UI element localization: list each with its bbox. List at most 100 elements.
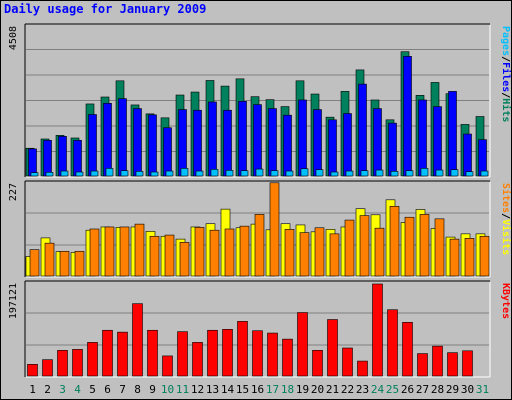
bar-kbytes-kbytes-13 [207, 329, 218, 377]
bar-hits-pages-6 [105, 168, 114, 177]
x-tick-label-4: 4 [74, 383, 81, 396]
legend-item-visits: Visits [500, 219, 512, 255]
x-tick-label-21: 21 [326, 383, 339, 396]
bar-hits-pages-27 [420, 168, 429, 177]
bar-kbytes-kbytes-17 [267, 332, 278, 377]
bar-hits-pages-28 [435, 169, 444, 177]
bar-kbytes-kbytes-30 [462, 350, 473, 377]
bar-hits-files-31 [478, 139, 487, 177]
legend-item-hits: Hits [500, 98, 512, 122]
bar-hits-pages-26 [405, 170, 414, 177]
bar-visits-sites-21 [329, 233, 340, 277]
bar-visits-sites-11 [179, 242, 190, 277]
bar-kbytes-kbytes-12 [192, 342, 203, 377]
x-tick-label-29: 29 [446, 383, 459, 396]
x-tick-label-16: 16 [251, 383, 264, 396]
legend-item-kbytes: KBytes [500, 283, 511, 319]
bar-hits-files-7 [118, 98, 127, 177]
bar-hits-pages-18 [285, 170, 294, 177]
bar-visits-sites-31 [479, 235, 490, 277]
x-tick-label-12: 12 [191, 383, 204, 396]
bar-kbytes-kbytes-18 [282, 338, 293, 377]
x-tick-label-14: 14 [221, 383, 235, 396]
bar-hits-files-2 [43, 140, 52, 177]
bar-kbytes-kbytes-4 [72, 349, 83, 377]
bar-visits-sites-24 [374, 227, 385, 277]
bar-kbytes-kbytes-19 [297, 312, 308, 377]
bar-kbytes-kbytes-20 [312, 350, 323, 377]
bar-visits-sites-23 [359, 215, 370, 277]
bar-hits-pages-2 [45, 172, 54, 177]
bar-hits-pages-11 [180, 168, 189, 177]
bar-hits-pages-19 [300, 168, 309, 177]
x-tick-label-7: 7 [119, 383, 126, 396]
bar-hits-pages-15 [240, 170, 249, 177]
x-tick-label-11: 11 [176, 383, 189, 396]
bar-visits-sites-27 [419, 214, 430, 277]
bar-hits-pages-25 [390, 171, 399, 177]
x-tick-label-27: 27 [416, 383, 429, 396]
bar-kbytes-kbytes-1 [27, 364, 38, 377]
bar-hits-pages-10 [165, 170, 174, 177]
bar-visits-sites-5 [89, 228, 100, 277]
bar-hits-pages-1 [30, 172, 39, 177]
bar-hits-files-15 [238, 101, 247, 177]
bar-kbytes-kbytes-8 [132, 303, 143, 377]
bar-hits-files-29 [448, 91, 457, 177]
bar-hits-pages-21 [330, 171, 339, 177]
bar-visits-sites-29 [449, 238, 460, 277]
x-tick-label-10: 10 [161, 383, 174, 396]
x-tick-label-19: 19 [296, 383, 309, 396]
bar-hits-pages-24 [375, 169, 384, 177]
x-tick-label-25: 25 [386, 383, 399, 396]
x-tick-label-15: 15 [236, 383, 249, 396]
chart-title: Daily usage for January 2009 [4, 2, 207, 16]
bar-hits-files-28 [433, 106, 442, 177]
bar-visits-sites-14 [224, 228, 235, 277]
legend-item-files: Files [500, 62, 512, 92]
bar-kbytes-kbytes-21 [327, 319, 338, 377]
bar-kbytes-kbytes-16 [252, 330, 263, 377]
bar-hits-files-17 [268, 108, 277, 177]
bar-hits-pages-4 [75, 171, 84, 177]
bar-kbytes-kbytes-10 [162, 355, 173, 377]
bar-hits-files-21 [328, 119, 337, 177]
bar-hits-files-30 [463, 133, 472, 177]
bar-hits-files-25 [388, 122, 397, 177]
bar-kbytes-kbytes-2 [42, 359, 53, 377]
bar-visits-sites-17 [269, 182, 280, 277]
bar-hits-files-9 [148, 114, 157, 177]
bar-hits-pages-29 [450, 169, 459, 177]
legend-separator: / [500, 92, 511, 98]
bar-kbytes-kbytes-22 [342, 347, 353, 377]
ymax-label-hits: 4508 [8, 26, 19, 50]
x-tick-label-30: 30 [461, 383, 474, 396]
bar-hits-pages-9 [150, 171, 159, 177]
bar-hits-files-26 [403, 56, 412, 177]
bar-hits-files-12 [193, 109, 202, 177]
bar-hits-pages-14 [225, 170, 234, 177]
bar-hits-pages-30 [465, 171, 474, 177]
bar-kbytes-kbytes-26 [402, 322, 413, 377]
x-tick-label-9: 9 [149, 383, 156, 396]
bar-hits-files-20 [313, 109, 322, 177]
bar-hits-files-1 [28, 148, 37, 177]
bar-kbytes-kbytes-6 [102, 329, 113, 377]
bar-visits-sites-15 [239, 225, 250, 277]
ymax-label-visits: 227 [8, 183, 19, 201]
x-tick-label-31: 31 [476, 383, 489, 396]
x-tick-label-20: 20 [311, 383, 324, 396]
bar-hits-pages-12 [195, 170, 204, 177]
bar-hits-pages-17 [270, 170, 279, 177]
legend-visits: Sites/Visits [500, 183, 512, 255]
bar-visits-sites-2 [44, 242, 55, 277]
x-tick-label-22: 22 [341, 383, 354, 396]
legend-kbytes: KBytes [500, 283, 511, 319]
bar-hits-pages-23 [360, 170, 369, 177]
bar-kbytes-kbytes-14 [222, 329, 233, 377]
bar-kbytes-kbytes-23 [357, 360, 368, 377]
bar-hits-pages-16 [255, 168, 264, 177]
bar-hits-files-27 [418, 99, 427, 177]
bar-visits-sites-4 [74, 250, 85, 277]
bar-visits-sites-20 [314, 227, 325, 277]
